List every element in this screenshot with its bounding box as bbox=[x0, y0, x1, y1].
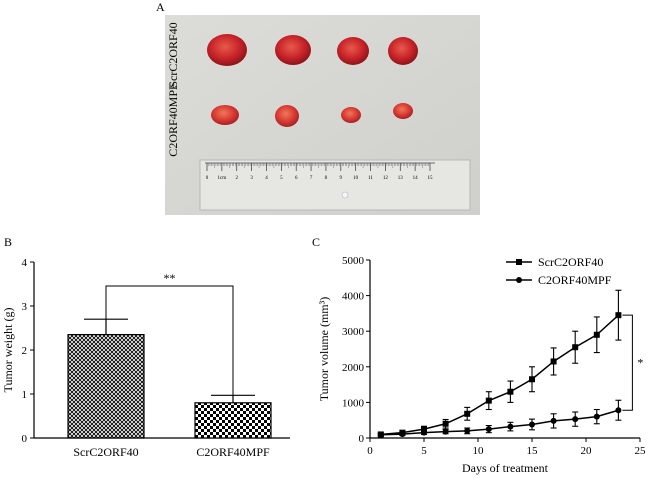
chart-b: 0 1 2 3 4 ScrC2ORF40 C2ORF40MPF ** Tumor weigh… bbox=[1, 257, 290, 459]
c-y-tick-label: 5000 bbox=[342, 255, 365, 267]
ruler-tick-label: 6 bbox=[295, 176, 298, 181]
b-y-tick-label: 3 bbox=[22, 301, 28, 313]
ruler: 0 1cm 2 3 4 5 6 7 8 9 10 11 12 13 14 15 bbox=[199, 159, 471, 211]
ruler-tick-label: 9 bbox=[340, 176, 343, 181]
c-y-tick-label: 2000 bbox=[342, 362, 365, 374]
tumor-photo: ScrC2ORF40 C2ORF40MPF 0 1cm 2 3 4 5 6 7 8 9 10 11 12… bbox=[165, 15, 480, 215]
c-legend-marker bbox=[516, 277, 522, 283]
b-y-tick-label: 4 bbox=[22, 257, 28, 269]
c-legend: ScrC2ORF40 C2ORF40MPF bbox=[506, 255, 612, 287]
c-series-line bbox=[380, 314, 619, 436]
c-point bbox=[507, 423, 514, 430]
c-series-0 bbox=[377, 289, 622, 438]
c-y-tick-label: 3000 bbox=[342, 326, 365, 338]
tumor bbox=[337, 37, 369, 65]
c-point bbox=[377, 431, 384, 438]
b-y-axis-label: Tumor weight (g) bbox=[1, 308, 15, 393]
photo-row-label-mpf: C2ORF40MPF bbox=[166, 83, 180, 157]
c-point bbox=[529, 376, 535, 383]
ruler-tick-label: 12 bbox=[383, 176, 389, 181]
c-legend-label: ScrC2ORF40 bbox=[538, 255, 603, 269]
c-point bbox=[485, 426, 492, 433]
tumor bbox=[275, 105, 299, 127]
c-x-tick-label: 10 bbox=[473, 445, 485, 457]
ruler-tick-label: 10 bbox=[353, 176, 359, 181]
photo-row-label-scr: ScrC2ORF40 bbox=[166, 22, 180, 87]
c-series-1 bbox=[377, 399, 622, 438]
tumor bbox=[341, 107, 361, 123]
b-significance-label: ** bbox=[164, 271, 176, 285]
ruler-tick-label: 15 bbox=[428, 176, 434, 181]
tumor-row-scr bbox=[207, 34, 418, 66]
c-point bbox=[421, 429, 427, 436]
tumor bbox=[211, 105, 239, 125]
c-y-tick-label: 1000 bbox=[342, 397, 365, 409]
b-y-tick-label: 0 bbox=[22, 433, 28, 445]
ruler-tick-label: 1cm bbox=[218, 176, 227, 181]
c-point bbox=[615, 312, 622, 319]
c-y-axis-label: Tumor volume (mm³) bbox=[317, 297, 331, 402]
panel-label-a: A bbox=[156, 0, 165, 14]
c-x-tick-label: 5 bbox=[421, 445, 427, 457]
c-point bbox=[464, 427, 471, 434]
c-point bbox=[572, 416, 579, 423]
c-point bbox=[529, 421, 535, 428]
ruler-hole bbox=[341, 191, 349, 199]
b-y-tick-label: 2 bbox=[22, 345, 28, 357]
tumor bbox=[388, 37, 418, 65]
tumor bbox=[207, 34, 247, 66]
panel-label-c: C bbox=[312, 235, 321, 249]
ruler-tick-label: 13 bbox=[398, 176, 404, 181]
c-point bbox=[485, 397, 492, 404]
c-series-line bbox=[380, 409, 619, 436]
ruler-tick-label: 7 bbox=[310, 176, 313, 181]
c-significance-label: * bbox=[637, 356, 643, 370]
tumor bbox=[275, 35, 311, 65]
c-point bbox=[442, 428, 449, 435]
tumor bbox=[393, 103, 413, 119]
b-x-tick-label: C2ORF40MPF bbox=[196, 445, 270, 459]
c-point bbox=[550, 417, 557, 424]
ruler-tick-label: 11 bbox=[368, 176, 373, 181]
tumor-row-mpf bbox=[211, 103, 413, 127]
c-point bbox=[507, 388, 514, 395]
c-point bbox=[572, 344, 579, 351]
c-y-tick-label: 4000 bbox=[342, 291, 365, 303]
ruler-tick-label: 4 bbox=[265, 176, 268, 181]
c-x-tick-label: 15 bbox=[527, 445, 539, 457]
c-point bbox=[550, 358, 557, 365]
c-legend-marker bbox=[516, 259, 522, 265]
c-point bbox=[442, 420, 449, 427]
b-bar bbox=[67, 333, 145, 439]
ruler-tick-label: 5 bbox=[280, 176, 283, 181]
c-x-axis-label: Days of treatment bbox=[462, 461, 549, 475]
c-point bbox=[593, 331, 600, 338]
chart-c: 0 1000 2000 3000 4000 5000 0 5 10 15 20 25 Tumor vol… bbox=[317, 255, 647, 475]
ruler-tick-label: 14 bbox=[413, 176, 419, 181]
c-y-tick-label: 0 bbox=[359, 433, 365, 445]
c-point bbox=[615, 407, 622, 414]
panel-label-b: B bbox=[4, 235, 13, 249]
c-point bbox=[464, 410, 471, 417]
c-significance-bracket bbox=[622, 314, 633, 411]
c-legend-label: C2ORF40MPF bbox=[538, 273, 612, 287]
ruler-tick-label: 8 bbox=[325, 176, 328, 181]
b-y-tick-label: 1 bbox=[22, 389, 28, 401]
ruler-tick-label: 3 bbox=[250, 176, 253, 181]
c-point bbox=[593, 413, 600, 420]
c-point bbox=[421, 426, 427, 433]
c-x-tick-label: 20 bbox=[581, 445, 593, 457]
ruler-tick-label: 2 bbox=[235, 176, 238, 181]
c-x-tick-label: 25 bbox=[635, 445, 647, 457]
b-bar bbox=[194, 402, 272, 439]
b-significance-bracket bbox=[105, 285, 234, 396]
ruler-tick-label: 0 bbox=[206, 176, 209, 181]
b-x-tick-label: ScrC2ORF40 bbox=[73, 445, 138, 459]
c-point bbox=[399, 431, 406, 438]
c-x-tick-label: 0 bbox=[367, 445, 373, 457]
